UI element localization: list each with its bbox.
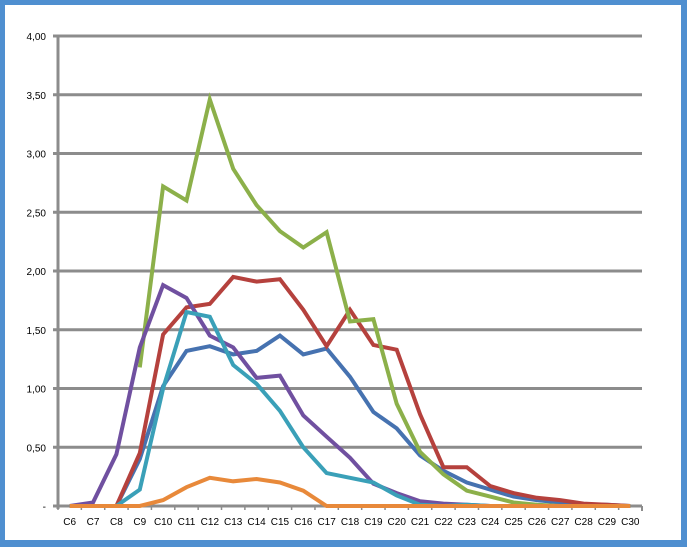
- y-tick-label: 4,00: [27, 32, 47, 43]
- x-tick-label: C15: [271, 517, 290, 528]
- y-tick-label: 1,50: [27, 326, 47, 337]
- x-tick-label: C9: [133, 517, 146, 528]
- x-tick-label: C8: [110, 517, 123, 528]
- x-tick-label: C10: [154, 517, 173, 528]
- y-tick-label: 3,00: [27, 150, 47, 161]
- y-tick-label: 3,50: [27, 91, 47, 102]
- x-tick-label: C12: [201, 517, 220, 528]
- x-tick-label: C26: [528, 517, 547, 528]
- x-tick-label: C30: [621, 517, 640, 528]
- series-line-2: [69, 274, 631, 508]
- x-tick-label: C29: [598, 517, 617, 528]
- x-tick-label: C18: [341, 517, 360, 528]
- x-tick-label: C23: [458, 517, 477, 528]
- x-tick-label: C19: [364, 517, 383, 528]
- x-tick-label: C25: [504, 517, 523, 528]
- x-tick-label: C13: [224, 517, 243, 528]
- x-tick-label: C24: [481, 517, 500, 528]
- x-tick-label: C22: [434, 517, 453, 528]
- x-tick-label: C6: [63, 517, 76, 528]
- x-tick-label: C28: [574, 517, 593, 528]
- series-line-6: [69, 475, 631, 508]
- x-tick-label: C17: [317, 517, 336, 528]
- y-tick-label: 2,00: [27, 267, 47, 278]
- y-tick-label: 2,50: [27, 208, 47, 219]
- x-axis: C6 C7 C8 C9 C10 C11 C12 C13 C14 C15 C16 C17 C18 C19 C2…: [57, 506, 643, 528]
- x-tick-label: C20: [388, 517, 407, 528]
- y-axis: - 0,50 1,00 1,50 2,00 2,50 3,00 3,50 4,00: [27, 32, 60, 513]
- x-tick-label: C27: [551, 517, 570, 528]
- series-lines: [69, 92, 631, 509]
- x-tick-label: C14: [247, 517, 266, 528]
- x-tick-label: C16: [294, 517, 313, 528]
- x-tick-label: C21: [411, 517, 430, 528]
- y-tick-label: 0,50: [27, 443, 47, 454]
- y-tick-label: 1,00: [27, 385, 47, 396]
- x-tick-label: C7: [87, 517, 100, 528]
- x-tick-label: C11: [178, 517, 196, 528]
- y-tick-label: -: [43, 502, 46, 513]
